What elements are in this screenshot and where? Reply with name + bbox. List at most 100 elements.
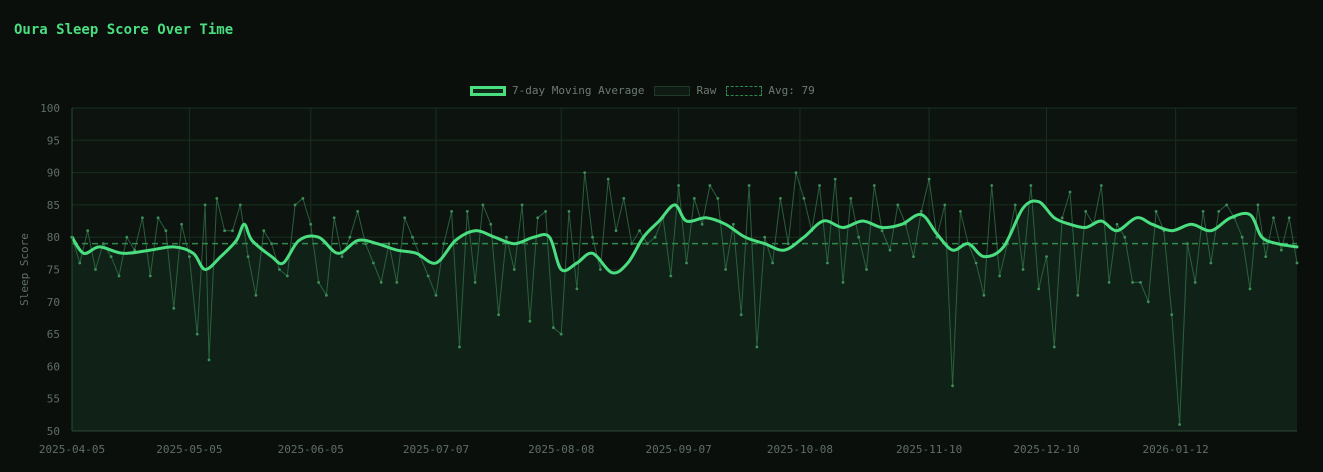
raw-point xyxy=(388,242,391,245)
raw-point xyxy=(466,210,469,213)
raw-point xyxy=(1116,223,1119,226)
raw-point xyxy=(1249,288,1252,291)
raw-point xyxy=(78,262,81,265)
raw-point xyxy=(239,204,242,207)
raw-point xyxy=(763,236,766,239)
raw-point xyxy=(1139,281,1142,284)
raw-point xyxy=(1296,262,1299,265)
raw-point xyxy=(1170,313,1173,316)
x-tick-label: 2025-08-08 xyxy=(528,443,594,456)
raw-point xyxy=(1202,210,1205,213)
raw-point xyxy=(395,281,398,284)
raw-point xyxy=(180,223,183,226)
raw-point xyxy=(1178,423,1181,426)
raw-point xyxy=(583,171,586,174)
raw-point xyxy=(865,268,868,271)
raw-point xyxy=(505,236,508,239)
raw-point xyxy=(474,281,477,284)
raw-point xyxy=(1257,204,1260,207)
raw-point xyxy=(1100,184,1103,187)
x-tick-label: 2025-05-05 xyxy=(156,443,222,456)
y-tick-label: 85 xyxy=(47,199,60,212)
raw-point xyxy=(732,223,735,226)
raw-point xyxy=(951,384,954,387)
raw-point xyxy=(165,229,168,232)
raw-point xyxy=(724,268,727,271)
raw-point xyxy=(223,229,226,232)
raw-point xyxy=(247,255,250,258)
raw-point xyxy=(685,262,688,265)
raw-point xyxy=(262,229,265,232)
raw-point xyxy=(294,204,297,207)
raw-point xyxy=(427,275,430,278)
y-tick-label: 80 xyxy=(47,231,60,244)
raw-point xyxy=(803,197,806,200)
raw-point xyxy=(356,210,359,213)
raw-point xyxy=(795,171,798,174)
raw-point xyxy=(333,216,336,219)
x-tick-label: 2025-12-10 xyxy=(1013,443,1079,456)
raw-point xyxy=(1030,184,1033,187)
raw-point xyxy=(341,255,344,258)
raw-point xyxy=(701,223,704,226)
raw-point xyxy=(654,236,657,239)
raw-point xyxy=(1225,204,1228,207)
raw-point xyxy=(552,326,555,329)
raw-point xyxy=(842,281,845,284)
y-tick-label: 75 xyxy=(47,264,60,277)
raw-point xyxy=(286,275,289,278)
y-tick-label: 55 xyxy=(47,393,60,406)
y-tick-label: 70 xyxy=(47,296,60,309)
raw-point xyxy=(669,275,672,278)
raw-point xyxy=(372,262,375,265)
raw-point xyxy=(450,210,453,213)
raw-point xyxy=(513,268,516,271)
y-tick-label: 90 xyxy=(47,167,60,180)
raw-point xyxy=(1014,204,1017,207)
raw-point xyxy=(771,262,774,265)
raw-point xyxy=(196,333,199,336)
raw-point xyxy=(141,216,144,219)
raw-point xyxy=(591,236,594,239)
raw-point xyxy=(896,204,899,207)
raw-point xyxy=(607,178,610,181)
raw-point xyxy=(1210,262,1213,265)
raw-point xyxy=(94,268,97,271)
raw-point xyxy=(1288,216,1291,219)
raw-point xyxy=(1053,346,1056,349)
y-tick-label: 65 xyxy=(47,328,60,341)
raw-point xyxy=(779,197,782,200)
raw-point xyxy=(849,197,852,200)
raw-point xyxy=(1241,236,1244,239)
raw-point xyxy=(172,307,175,310)
x-tick-label: 2025-11-10 xyxy=(896,443,962,456)
raw-point xyxy=(403,216,406,219)
raw-point xyxy=(928,178,931,181)
raw-point xyxy=(615,229,618,232)
raw-point xyxy=(1131,281,1134,284)
x-tick-label: 2025-09-07 xyxy=(646,443,712,456)
raw-point xyxy=(231,229,234,232)
raw-point xyxy=(622,197,625,200)
raw-point xyxy=(740,313,743,316)
raw-point xyxy=(1045,255,1048,258)
raw-point xyxy=(990,184,993,187)
raw-point xyxy=(544,210,547,213)
raw-point xyxy=(568,210,571,213)
raw-point xyxy=(873,184,876,187)
raw-point xyxy=(1022,268,1025,271)
raw-point xyxy=(204,204,207,207)
raw-point xyxy=(302,197,305,200)
y-tick-label: 100 xyxy=(40,102,60,115)
raw-point xyxy=(693,197,696,200)
raw-point xyxy=(435,294,438,297)
x-tick-label: 2025-10-08 xyxy=(767,443,833,456)
raw-point xyxy=(208,359,211,362)
raw-point xyxy=(943,204,946,207)
x-tick-label: 2026-01-12 xyxy=(1143,443,1209,456)
raw-point xyxy=(125,236,128,239)
raw-point xyxy=(983,294,986,297)
raw-point xyxy=(86,229,89,232)
raw-point xyxy=(560,333,563,336)
